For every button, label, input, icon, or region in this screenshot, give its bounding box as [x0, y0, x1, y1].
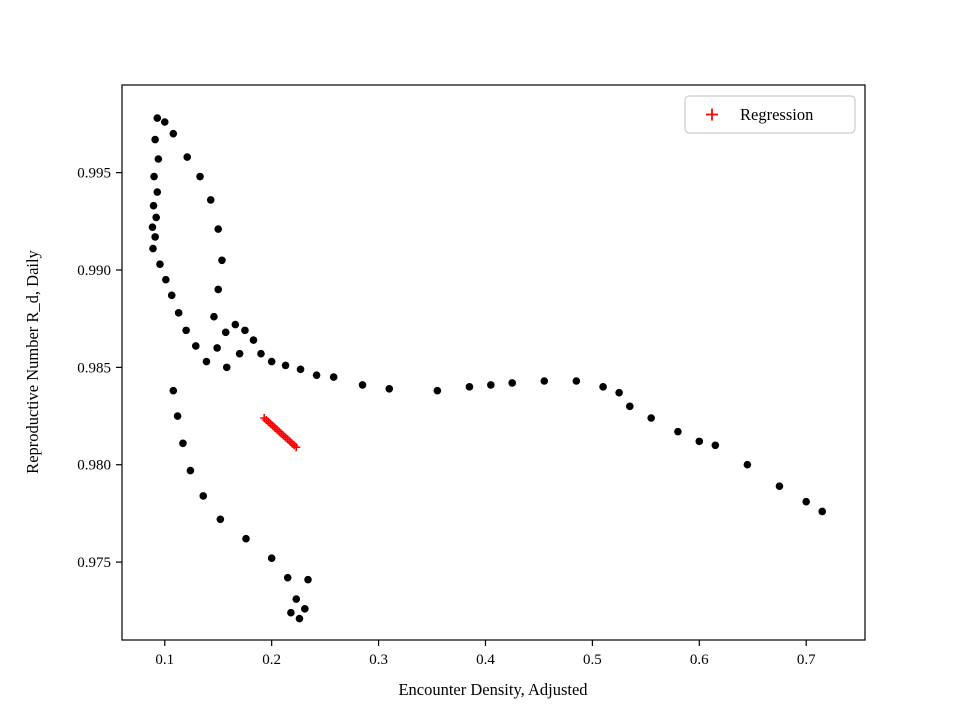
x-axis-label: Encounter Density, Adjusted [398, 680, 588, 699]
scatter-point [283, 573, 292, 582]
scatter-point [743, 460, 752, 469]
scatter-point [196, 172, 204, 181]
scatter-point [169, 129, 178, 138]
regression-points [260, 414, 301, 452]
legend-box [684, 95, 856, 134]
scatter-point [358, 381, 367, 389]
x-tick-label: 0.3 [369, 652, 388, 668]
x-tick-label: 0.6 [690, 652, 709, 668]
x-tick-label: 0.2 [262, 652, 281, 668]
scatter-point [216, 515, 225, 524]
scatter-point [304, 575, 312, 584]
scatter-point [775, 482, 784, 490]
scatter-point [329, 373, 338, 381]
scatter-point [151, 233, 159, 241]
scatter-point [148, 223, 157, 231]
x-tick-label: 0.7 [797, 652, 816, 668]
y-tick-label: 0.985 [77, 360, 111, 376]
scatter-point [241, 326, 249, 335]
x-tick-label: 0.4 [476, 652, 495, 668]
legend-plus-marker-icon [706, 108, 718, 121]
y-tick-label: 0.975 [77, 555, 111, 571]
scatter-point [167, 291, 176, 300]
plot-frame [121, 84, 866, 641]
scatter-point [173, 412, 182, 420]
scatter-point [231, 320, 240, 329]
scatter-point [267, 554, 276, 563]
scatter-point [183, 153, 192, 161]
scatter-point [301, 605, 309, 613]
scatter-point [818, 507, 827, 516]
scatter-point [674, 427, 682, 436]
scatter-point [287, 608, 295, 617]
scatter-point [214, 285, 223, 294]
scatter-point [292, 595, 301, 603]
scatter-point [199, 492, 208, 500]
scatter-point [695, 437, 704, 446]
scatter-point [150, 172, 158, 181]
scatter-point [711, 441, 720, 450]
scatter-point [540, 377, 549, 385]
scatter-point [267, 357, 276, 366]
scatter-point [186, 466, 195, 475]
regression-point [292, 443, 301, 452]
scatter-point [235, 349, 244, 358]
y-tick-label: 0.980 [77, 458, 111, 474]
scatter-point [222, 363, 231, 372]
scatter-point [221, 328, 230, 337]
legend-entry-label: Regression [740, 105, 813, 124]
scatter-point [160, 118, 169, 126]
y-axis-ticks: 0.975 0.980 0.985 0.990 0.995 [77, 166, 122, 571]
data-points [148, 114, 827, 623]
scatter-point [162, 275, 170, 284]
scatter-point [802, 497, 811, 506]
scatter-point [312, 371, 321, 379]
scatter-point [281, 361, 290, 370]
scatter-point [182, 326, 190, 335]
scatter-point [153, 114, 162, 122]
scatter-point [210, 312, 218, 321]
x-tick-label: 0.5 [583, 652, 602, 668]
scatter-point [149, 201, 158, 210]
scatter-point [151, 135, 159, 144]
scatter-point [296, 365, 305, 374]
scatter-point [179, 439, 187, 448]
legend: Regression [684, 95, 856, 134]
scatter-point [572, 377, 581, 385]
scatter-point [615, 388, 623, 397]
y-axis-label: Reproductive Number R_d, Daily [23, 249, 42, 473]
scatter-point [508, 379, 517, 387]
scatter-point [295, 614, 304, 623]
y-tick-label: 0.995 [77, 166, 111, 182]
scatter-point [599, 383, 607, 391]
scatter-point [174, 309, 183, 317]
y-tick-label: 0.990 [77, 263, 111, 279]
scatter-point [213, 344, 221, 352]
scatter-point [202, 357, 211, 366]
scatter-point [154, 155, 163, 163]
scatter-point [385, 384, 394, 393]
scatter-point [206, 196, 215, 204]
scatter-point [156, 260, 164, 268]
scatter-point [152, 213, 161, 222]
scatter-point [191, 342, 200, 350]
scatter-point [433, 386, 442, 395]
scatter-point [626, 402, 634, 411]
scatter-point [257, 349, 265, 358]
scatter-point [149, 244, 157, 253]
scatter-point [242, 534, 250, 543]
scatter-point [647, 414, 655, 422]
scatter-point [487, 381, 495, 389]
scatter-point [465, 383, 474, 391]
x-axis-ticks: 0.1 0.2 0.3 0.4 0.5 0.6 0.7 [155, 640, 816, 668]
scatter-point [214, 225, 223, 233]
scatter-point [218, 256, 226, 265]
scatter-point [153, 188, 162, 196]
scatter-point [249, 336, 258, 344]
x-tick-label: 0.1 [155, 652, 174, 668]
scatter-point [169, 386, 178, 395]
